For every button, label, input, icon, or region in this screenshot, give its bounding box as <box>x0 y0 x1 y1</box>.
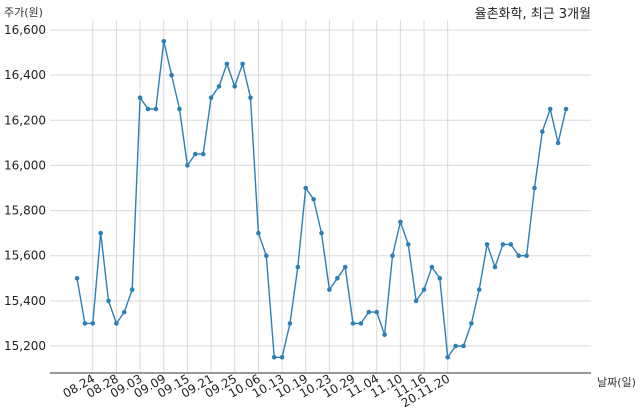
price-point <box>366 309 372 315</box>
price-point <box>287 321 293 326</box>
y-tick-label: 15,400 <box>4 294 46 308</box>
price-point <box>437 276 443 281</box>
x-axis-label: 날짜(일) <box>597 375 636 389</box>
price-point <box>74 276 80 281</box>
price-point <box>492 264 498 270</box>
price-point <box>216 84 222 89</box>
price-point <box>335 276 340 281</box>
price-point <box>185 163 190 168</box>
price-point <box>563 106 569 112</box>
price-point <box>524 253 529 258</box>
price-point <box>114 321 119 326</box>
price-point <box>137 95 143 100</box>
price-point <box>342 264 348 270</box>
price-point <box>508 242 514 247</box>
y-tick-label: 15,800 <box>4 204 46 218</box>
price-point <box>461 343 466 349</box>
price-point <box>413 298 419 304</box>
y-tick-label: 16,000 <box>4 158 46 172</box>
price-point <box>319 230 324 236</box>
price-series <box>74 39 569 360</box>
price-point <box>193 151 198 157</box>
price-point <box>224 61 230 67</box>
price-point <box>208 95 214 100</box>
price-point <box>295 264 301 270</box>
price-point <box>145 106 151 112</box>
price-point <box>98 230 103 236</box>
price-point <box>398 219 403 225</box>
y-axis-label: 주가(원) <box>4 6 43 19</box>
price-point <box>161 39 167 44</box>
y-tick-label: 15,200 <box>4 339 46 353</box>
price-point <box>248 95 253 100</box>
price-point <box>303 185 309 191</box>
price-point <box>374 309 380 315</box>
price-point <box>90 321 96 326</box>
price-point <box>350 321 356 326</box>
chart-title: 율촌화학, 최근 3개월 <box>475 7 591 22</box>
price-point <box>547 106 553 112</box>
price-point <box>264 253 269 258</box>
price-point <box>532 185 537 191</box>
price-point <box>240 61 245 67</box>
price-point <box>421 287 427 292</box>
price-point <box>453 343 458 349</box>
price-point <box>469 321 474 326</box>
price-point <box>516 253 521 258</box>
y-tick-label: 16,200 <box>4 113 46 127</box>
y-tick-label: 15,600 <box>4 249 46 263</box>
price-point <box>327 287 332 292</box>
y-tick-labels: 15,200 15,400 15,600 15,800 16,000 16,200 16,4… <box>4 23 46 353</box>
price-point <box>500 242 506 247</box>
price-point <box>445 355 451 360</box>
price-point <box>358 321 364 326</box>
price-point <box>106 298 111 304</box>
price-point <box>129 287 135 292</box>
price-point <box>390 253 395 258</box>
y-tick-label: 16,600 <box>4 23 46 37</box>
price-point <box>169 72 174 78</box>
price-point <box>122 309 127 315</box>
y-tick-label: 16,400 <box>4 68 46 82</box>
price-point <box>153 106 159 112</box>
price-point <box>271 355 277 360</box>
price-point <box>200 151 206 157</box>
price-point <box>232 84 237 89</box>
price-point <box>382 332 387 338</box>
price-point <box>256 230 261 236</box>
price-point <box>311 197 316 202</box>
price-point <box>555 140 561 146</box>
price-point <box>540 129 545 134</box>
price-point <box>476 287 482 292</box>
grid-lines <box>50 20 591 373</box>
price-point <box>406 242 411 247</box>
price-point <box>429 264 435 270</box>
x-tick-labels: 08.2408.2809.0309.0909.1509.2109.2510.06… <box>61 371 453 410</box>
price-point <box>82 321 88 326</box>
price-line <box>76 40 567 358</box>
price-point <box>177 106 182 112</box>
price-point <box>484 242 490 247</box>
price-point <box>279 355 285 360</box>
